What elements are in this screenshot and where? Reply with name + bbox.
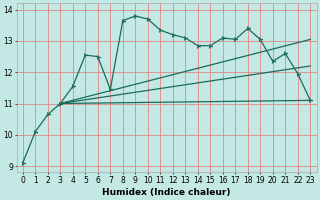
- X-axis label: Humidex (Indice chaleur): Humidex (Indice chaleur): [102, 188, 231, 197]
